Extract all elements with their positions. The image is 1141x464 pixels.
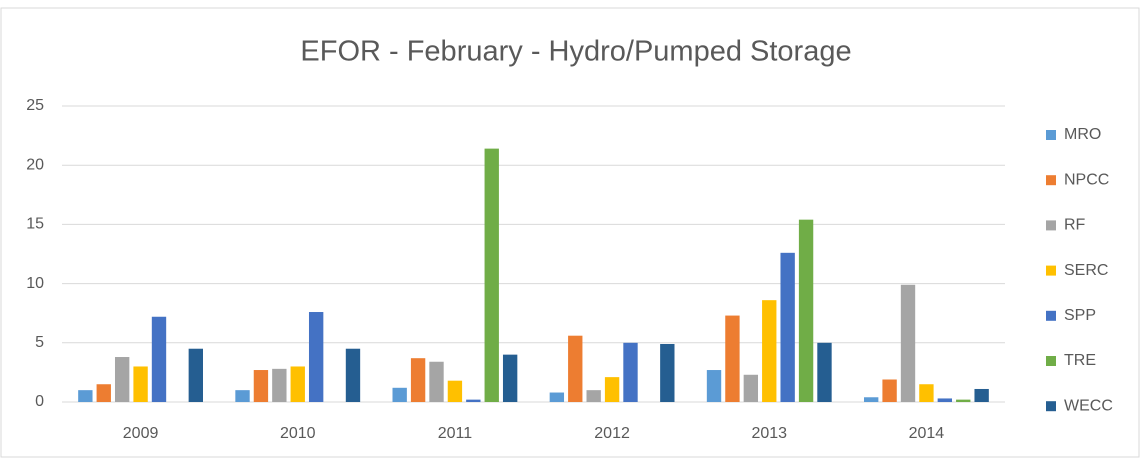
bar <box>937 398 953 402</box>
bar <box>133 366 148 402</box>
x-tick-label: 2012 <box>594 425 630 442</box>
bar <box>345 348 361 402</box>
legend-label: TRE <box>1064 352 1096 369</box>
legend-label: MRO <box>1064 126 1101 143</box>
bar <box>188 348 203 402</box>
bar <box>706 370 722 402</box>
bar <box>429 361 444 402</box>
y-tick-label: 20 <box>26 156 44 173</box>
bar <box>549 392 565 402</box>
bar <box>762 300 777 402</box>
bar <box>604 377 620 402</box>
bar <box>586 390 601 402</box>
bar <box>798 219 814 402</box>
bar <box>253 370 269 402</box>
legend-label: NPCC <box>1064 171 1109 188</box>
bar <box>864 397 879 402</box>
legend-swatch <box>1046 356 1056 366</box>
y-tick-label: 10 <box>26 275 44 292</box>
legend-swatch <box>1046 310 1056 321</box>
bar <box>780 252 795 402</box>
bar <box>78 390 93 402</box>
bar <box>114 357 130 402</box>
bar <box>484 148 499 402</box>
bar <box>392 387 407 402</box>
bar <box>466 399 481 402</box>
legend-swatch <box>1046 220 1056 231</box>
bar <box>272 368 287 402</box>
bar <box>235 390 250 402</box>
bar <box>447 380 463 402</box>
legend-swatch <box>1046 265 1056 276</box>
bar <box>290 366 305 402</box>
bar <box>502 354 518 402</box>
bar <box>900 284 916 402</box>
bar <box>882 379 897 402</box>
x-tick-label: 2010 <box>280 425 316 442</box>
bar <box>660 343 675 402</box>
bar <box>568 335 583 402</box>
bar <box>151 316 167 402</box>
bar <box>410 358 426 402</box>
bar <box>308 312 324 402</box>
x-tick-label: 2011 <box>438 425 473 442</box>
x-tick-label: 2014 <box>909 425 945 442</box>
y-tick-label: 25 <box>26 97 44 114</box>
bar <box>817 342 832 402</box>
bar <box>623 342 638 402</box>
y-tick-label: 15 <box>26 216 44 233</box>
y-tick-label: 5 <box>35 334 44 351</box>
bar <box>974 388 989 402</box>
legend-label: SPP <box>1064 307 1096 324</box>
bar <box>743 374 759 402</box>
legend-label: WECC <box>1064 397 1113 414</box>
bar <box>956 399 971 402</box>
x-tick-label: 2009 <box>123 425 159 442</box>
legend-swatch <box>1046 401 1056 412</box>
bar <box>919 384 934 402</box>
x-tick-label: 2013 <box>751 425 787 442</box>
bar <box>725 315 740 402</box>
bar <box>96 384 111 402</box>
legend-label: RF <box>1064 217 1086 234</box>
legend-swatch <box>1046 130 1056 140</box>
legend-swatch <box>1046 175 1056 186</box>
chart-title: EFOR - February - Hydro/Pumped Storage <box>300 36 851 68</box>
y-tick-label: 0 <box>35 393 44 410</box>
legend-label: SERC <box>1064 262 1108 279</box>
